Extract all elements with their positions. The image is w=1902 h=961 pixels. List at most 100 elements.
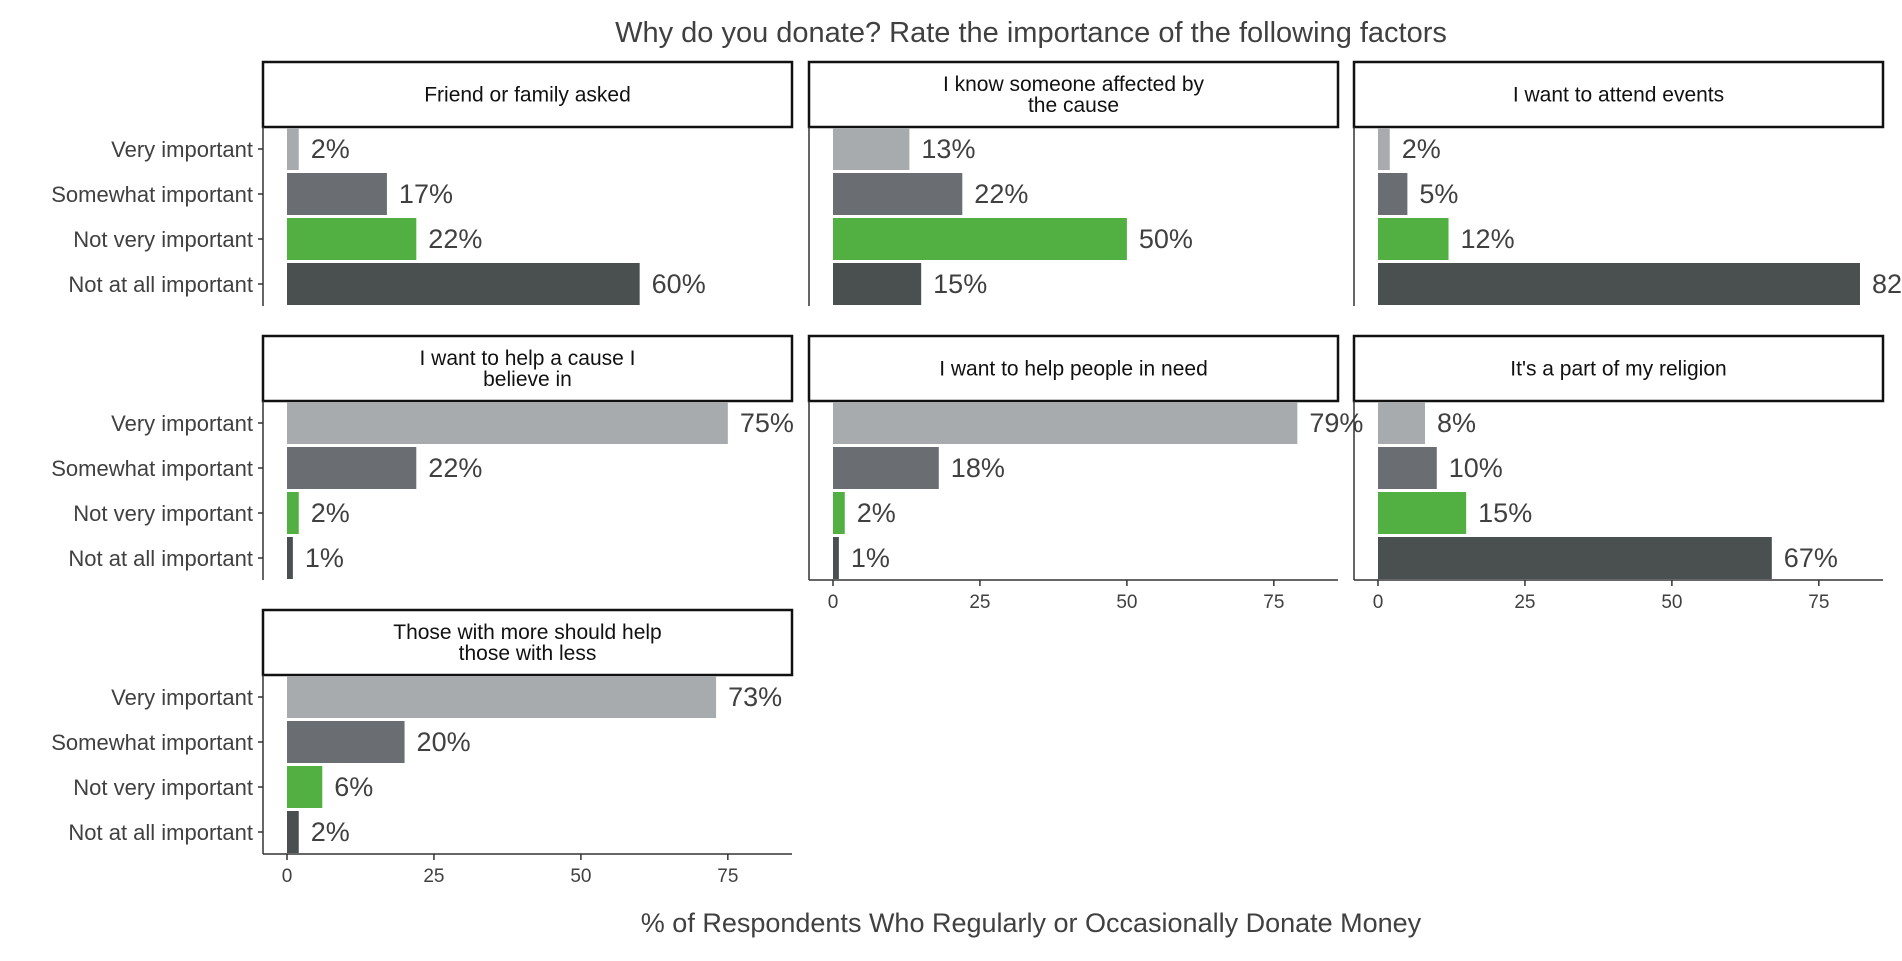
facet-panel: Friend or family asked 2% Very important 17…	[51, 60, 794, 306]
data-label: 22%	[428, 224, 482, 254]
bar	[1378, 173, 1408, 215]
bar	[833, 402, 1298, 444]
facet-title: Friend or family asked	[424, 84, 631, 107]
data-label: 22%	[428, 453, 482, 483]
facet-strip	[807, 60, 1340, 129]
bar	[287, 537, 293, 579]
data-label: 2%	[311, 817, 350, 847]
data-label: 12%	[1461, 224, 1515, 254]
bar	[287, 402, 728, 444]
category-label: Not very important	[73, 227, 253, 252]
data-label: 6%	[334, 772, 373, 802]
bar	[1378, 447, 1437, 489]
x-tick-label: 75	[717, 866, 738, 887]
facet-panel: I want to attend events 2% 5%12% 82%	[1352, 60, 1902, 306]
x-tick-label: 25	[969, 592, 990, 613]
bar	[287, 263, 640, 305]
category-label: Not at all important	[68, 272, 253, 297]
x-tick-label: 0	[1373, 592, 1384, 613]
bar	[833, 537, 839, 579]
data-label: 18%	[951, 453, 1005, 483]
facet-strip	[1352, 60, 1885, 129]
bar	[287, 676, 717, 718]
chart-title: Why do you donate? Rate the importance o…	[615, 17, 1447, 49]
facet-panel: It's a part of my religion 8% 10% 15% 67% 0 25…	[1352, 334, 1885, 613]
bar	[1378, 263, 1860, 305]
data-label: 79%	[1309, 408, 1363, 438]
data-label: 5%	[1419, 179, 1458, 209]
data-label: 13%	[921, 134, 975, 164]
x-tick-label: 50	[1116, 592, 1137, 613]
facet-title: I want to help a cause I	[420, 347, 636, 370]
data-label: 73%	[728, 682, 782, 712]
x-tick-label: 0	[828, 592, 839, 613]
data-label: 8%	[1437, 408, 1476, 438]
bar	[1378, 492, 1467, 534]
bar	[833, 263, 922, 305]
facet-strip	[261, 60, 794, 129]
bar	[1378, 128, 1390, 170]
category-label: Very important	[111, 137, 253, 162]
facet-strip	[807, 334, 1340, 403]
category-label: Somewhat important	[51, 182, 253, 207]
bar	[287, 447, 417, 489]
data-label: 1%	[305, 543, 344, 573]
facet-title: the cause	[1028, 94, 1119, 117]
category-label: Somewhat important	[51, 456, 253, 481]
data-label: 82%	[1872, 269, 1902, 299]
category-label: Not very important	[73, 501, 253, 526]
facet-strip	[261, 608, 794, 677]
category-label: Somewhat important	[51, 730, 253, 755]
x-tick-label: 50	[570, 866, 591, 887]
bar	[287, 766, 323, 808]
data-label: 10%	[1449, 453, 1503, 483]
data-label: 60%	[652, 269, 706, 299]
category-label: Very important	[111, 411, 253, 436]
bar	[1378, 537, 1772, 579]
bar	[287, 811, 299, 853]
facet-title: Those with more should help	[393, 621, 661, 644]
data-label: 17%	[399, 179, 453, 209]
data-label: 75%	[740, 408, 794, 438]
facet-title: I know someone affected by	[943, 73, 1205, 96]
bar	[833, 218, 1127, 260]
data-label: 2%	[311, 134, 350, 164]
bar	[1378, 218, 1449, 260]
x-tick-label: 50	[1661, 592, 1682, 613]
bar	[833, 128, 910, 170]
data-label: 50%	[1139, 224, 1193, 254]
bar	[1378, 402, 1426, 444]
bar	[287, 218, 417, 260]
data-label: 2%	[1402, 134, 1441, 164]
facet-title: I want to help people in need	[939, 358, 1208, 381]
facet-strip	[261, 334, 794, 403]
data-label: 20%	[417, 727, 471, 757]
data-label: 1%	[851, 543, 890, 573]
data-label: 67%	[1784, 543, 1838, 573]
x-tick-label: 75	[1263, 592, 1284, 613]
category-label: Very important	[111, 685, 253, 710]
facet-panel: I want to help people in need 79% 18% 2% 1% 0…	[807, 334, 1363, 613]
category-label: Not very important	[73, 775, 253, 800]
bar	[833, 492, 845, 534]
facet-title: those with less	[459, 642, 597, 665]
bar	[287, 173, 387, 215]
data-label: 15%	[933, 269, 987, 299]
bar	[287, 492, 299, 534]
data-label: 15%	[1478, 498, 1532, 528]
data-label: 2%	[311, 498, 350, 528]
data-label: 2%	[857, 498, 896, 528]
bar	[287, 128, 299, 170]
chart-panels: Friend or family asked 2% Very important 17…	[51, 60, 1902, 887]
x-axis-title: % of Respondents Who Regularly or Occasi…	[641, 908, 1422, 938]
facet-strip	[1352, 334, 1885, 403]
category-label: Not at all important	[68, 820, 253, 845]
x-tick-label: 25	[1514, 592, 1535, 613]
facet-title: It's a part of my religion	[1510, 358, 1726, 381]
x-tick-label: 0	[282, 866, 293, 887]
x-tick-label: 75	[1808, 592, 1829, 613]
